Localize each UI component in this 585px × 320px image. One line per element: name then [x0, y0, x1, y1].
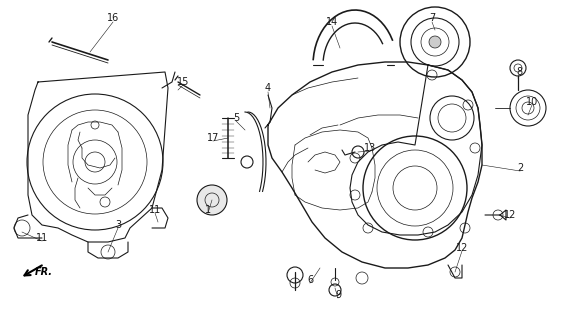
Text: 4: 4 [265, 83, 271, 93]
Text: 7: 7 [429, 13, 435, 23]
Circle shape [429, 36, 441, 48]
Text: 9: 9 [335, 290, 341, 300]
Text: 2: 2 [517, 163, 523, 173]
Text: 13: 13 [364, 143, 376, 153]
Text: 11: 11 [149, 205, 161, 215]
Text: 12: 12 [504, 210, 516, 220]
Text: 10: 10 [526, 97, 538, 107]
Text: 12: 12 [456, 243, 468, 253]
Text: 8: 8 [516, 67, 522, 77]
Text: 17: 17 [207, 133, 219, 143]
Text: 15: 15 [177, 77, 189, 87]
Text: 11: 11 [36, 233, 48, 243]
Text: 3: 3 [115, 220, 121, 230]
Circle shape [197, 185, 227, 215]
Text: 16: 16 [107, 13, 119, 23]
Text: 5: 5 [233, 113, 239, 123]
Text: FR.: FR. [35, 267, 53, 277]
Text: 6: 6 [307, 275, 313, 285]
Text: 14: 14 [326, 17, 338, 27]
Text: 1: 1 [205, 205, 211, 215]
